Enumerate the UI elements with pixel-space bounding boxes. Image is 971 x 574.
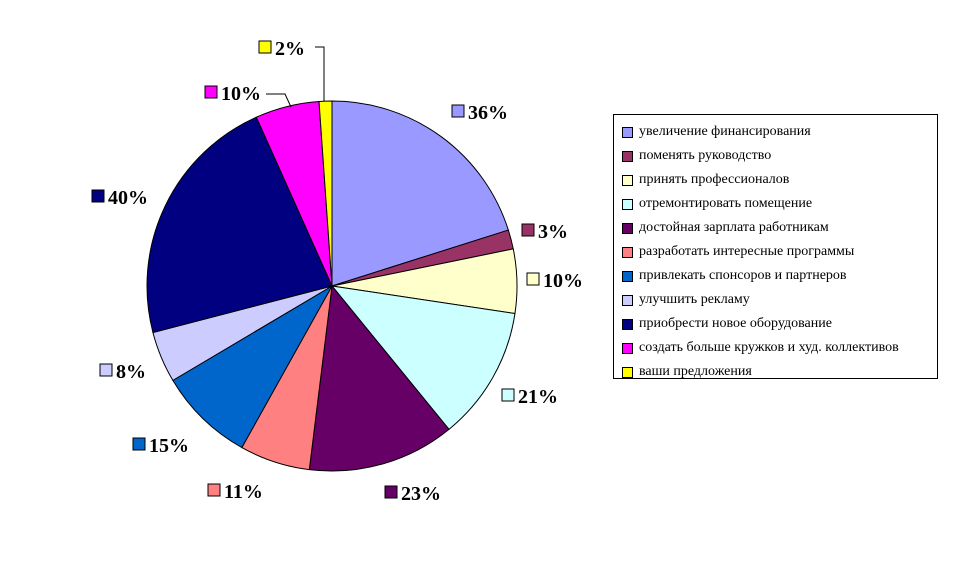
data-label: 10% [221, 83, 261, 105]
data-label: 3% [538, 221, 568, 243]
data-label: 8% [116, 361, 146, 383]
pie-slice [172, 284, 334, 449]
legend-item: отремонтировать помещение [622, 192, 937, 216]
legend-item: ваши предложения [622, 360, 937, 384]
legend-label: ваши предложения [639, 364, 752, 379]
legend-swatch [622, 294, 633, 306]
pie-slice [330, 285, 516, 431]
label-swatch [99, 363, 113, 377]
data-label: 36% [468, 102, 508, 124]
leader-line [266, 93, 292, 108]
legend-swatch [622, 246, 633, 258]
legend-label: улучшить рекламу [639, 292, 750, 307]
legend-item: принять профессионалов [622, 168, 937, 192]
pie-slice [308, 284, 450, 472]
legend-label: достойная зарплата работникам [639, 220, 829, 235]
legend-item: увеличение финансирования [622, 120, 937, 144]
legend-label: принять профессионалов [639, 172, 790, 187]
pie-slice [331, 100, 509, 287]
label-swatch [526, 272, 540, 286]
legend-swatch [622, 174, 633, 186]
legend-swatch [622, 342, 633, 354]
label-swatch [501, 388, 515, 402]
legend-swatch [622, 150, 633, 162]
legend-item: поменять руководство [622, 144, 937, 168]
data-label: 23% [401, 483, 441, 505]
data-label: 10% [543, 270, 583, 292]
legend-item: разработать интересные программы [622, 240, 937, 264]
legend-label: увеличение финансирования [639, 124, 811, 139]
legend: увеличение финансирования поменять руково… [613, 114, 938, 379]
legend-item: улучшить рекламу [622, 288, 937, 312]
legend-swatch [622, 318, 633, 330]
legend-item: достойная зарплата работникам [622, 216, 937, 240]
legend-label: отремонтировать помещение [639, 196, 813, 211]
pie-slice [318, 100, 333, 287]
label-swatch [204, 85, 218, 99]
legend-swatch [622, 222, 633, 234]
legend-swatch [622, 198, 633, 210]
legend-label: поменять руководство [639, 148, 772, 163]
data-label: 2% [275, 38, 305, 60]
label-swatch [132, 437, 146, 451]
legend-label: привлекать спонсоров и партнеров [639, 268, 847, 283]
label-swatch [521, 223, 535, 237]
legend-swatch [622, 126, 633, 138]
label-swatch [207, 483, 221, 497]
data-label: 40% [108, 187, 148, 209]
legend-item: приобрести новое оборудование [622, 312, 937, 336]
label-swatch [258, 40, 272, 54]
leader-line [315, 46, 325, 101]
legend-label: приобрести новое оборудование [639, 316, 832, 331]
label-swatch [384, 485, 398, 499]
legend-label: создать больше кружков и худ. коллективо… [639, 340, 899, 355]
legend-item: создать больше кружков и худ. коллективо… [622, 336, 937, 360]
label-swatch [91, 189, 105, 203]
data-label: 21% [518, 386, 558, 408]
label-swatch [451, 104, 465, 118]
pie-slice [146, 116, 333, 334]
legend-item: привлекать спонсоров и партнеров [622, 264, 937, 288]
data-label: 11% [224, 481, 263, 503]
legend-swatch [622, 270, 633, 282]
legend-label: разработать интересные программы [639, 244, 855, 259]
data-label: 15% [149, 435, 189, 457]
legend-swatch [622, 366, 633, 378]
